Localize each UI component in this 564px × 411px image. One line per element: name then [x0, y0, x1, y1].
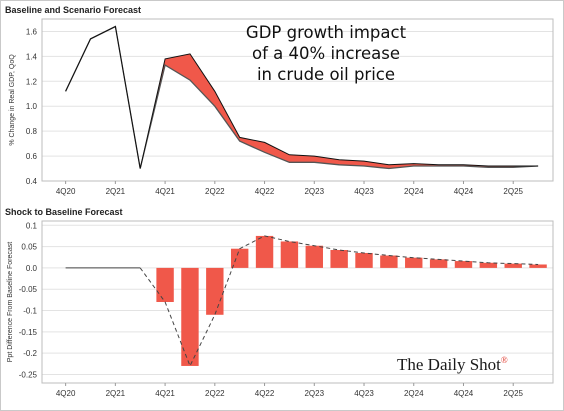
brand-name: The Daily Shot [397, 355, 501, 374]
shock-bar [330, 249, 348, 268]
shock-bar [429, 259, 448, 268]
shock-bar [181, 267, 199, 366]
shock-bar [355, 252, 373, 268]
bottom-y-tick-label: -0.05 [19, 285, 38, 294]
shock-bar [479, 262, 498, 268]
brand-logo: The Daily Shot® [397, 355, 508, 375]
bottom-x-tick-label: 2Q21 [106, 389, 126, 398]
bottom-chart-title: Shock to Baseline Forecast [5, 207, 123, 217]
top-y-axis-label: % Change in Real GDP, QoQ [9, 54, 16, 146]
bottom-y-tick-label: 0.0 [26, 264, 38, 273]
impact-area [65, 26, 539, 169]
bottom-y-tick-label: -0.2 [23, 349, 37, 358]
top-chart: 0.4 0.6 0.8 1.0 1.2 1.4 1.6 4Q20 2Q21 4Q21 2Q22 4Q2… [9, 18, 554, 196]
shock-bar [529, 264, 547, 268]
shock-line-dashed [139, 235, 539, 368]
top-x-tick-label: 4Q24 [454, 187, 474, 196]
top-x-tick-label: 4Q22 [255, 187, 275, 196]
top-y-tick-label: 0.8 [26, 127, 38, 136]
top-y-tick-label: 1.4 [26, 52, 38, 61]
top-y-tick-label: 0.6 [26, 152, 38, 161]
shock-bar [156, 267, 174, 302]
top-x-tick-label: 4Q23 [354, 187, 374, 196]
top-x-tick-label: 4Q21 [155, 187, 175, 196]
shock-bar [206, 267, 224, 315]
bottom-x-tick-label: 4Q20 [56, 389, 76, 398]
bottom-x-tick-label: 2Q25 [503, 389, 523, 398]
bottom-y-tick-label: -0.25 [19, 370, 38, 379]
bottom-y-tick-label: 0.05 [21, 243, 37, 252]
top-plot-border [41, 18, 554, 182]
bottom-y-tick-label: -0.1 [23, 307, 37, 316]
brand-mark: ® [500, 355, 508, 365]
baseline-line [65, 25, 539, 169]
shock-bar [280, 241, 299, 268]
top-x-tick-label: 2Q24 [404, 187, 424, 196]
shock-bar [504, 263, 522, 268]
bottom-x-tick-label: 4Q23 [354, 389, 374, 398]
top-y-tick-label: 0.4 [26, 177, 38, 186]
shock-bar [454, 261, 473, 268]
top-x-tick-label: 4Q20 [56, 187, 76, 196]
bottom-plot-border [41, 220, 554, 384]
bottom-x-tick-label: 4Q21 [155, 389, 175, 398]
bottom-y-tick-label: 0.1 [26, 221, 38, 230]
chart-annotation: GDP growth impact of a 40% increase in c… [245, 23, 407, 84]
top-y-tick-label: 1.2 [26, 77, 38, 86]
shock-bar [305, 245, 323, 268]
bottom-x-tick-label: 2Q22 [205, 389, 225, 398]
top-x-tick-label: 2Q23 [304, 187, 324, 196]
shock-bar [380, 255, 398, 268]
bottom-x-tick-label: 2Q23 [304, 389, 324, 398]
shock-bar [230, 248, 249, 268]
bottom-y-tick-label: -0.15 [19, 328, 38, 337]
shock-bar [255, 235, 274, 268]
top-x-tick-label: 2Q21 [106, 187, 126, 196]
top-y-tick-label: 1.6 [26, 27, 38, 36]
top-x-tick-label: 2Q22 [205, 187, 225, 196]
bottom-x-tick-label: 4Q22 [255, 389, 275, 398]
bottom-y-axis-label: Ppt Difference From Baseline Forecast [7, 242, 14, 363]
bottom-x-tick-label: 4Q24 [454, 389, 474, 398]
shock-bar [405, 257, 423, 268]
bottom-x-tick-label: 2Q24 [404, 389, 424, 398]
top-y-tick-label: 1.0 [26, 102, 38, 111]
top-chart-title: Baseline and Scenario Forecast [5, 5, 142, 15]
top-x-tick-label: 2Q25 [503, 187, 523, 196]
bottom-chart: 0.1 0.05 0.0 -0.05 -0.1 -0.15 -0.2 -0.25 4Q20 2Q2… [7, 220, 554, 398]
